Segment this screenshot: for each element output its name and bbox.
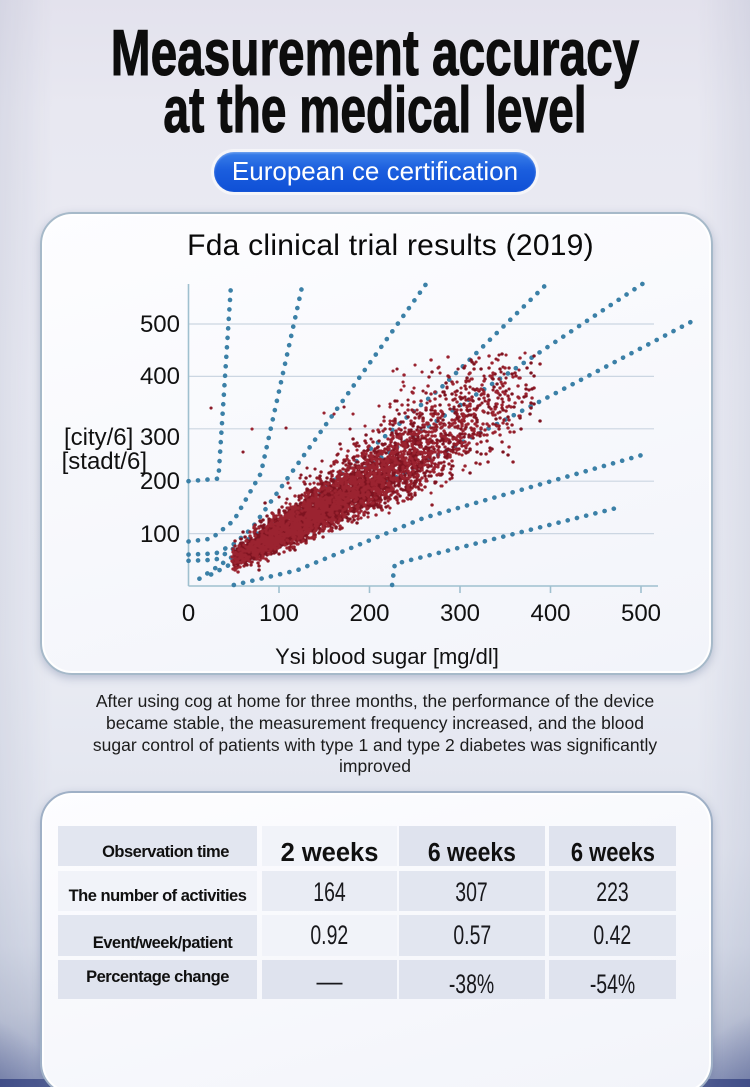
svg-text:400: 400	[140, 363, 180, 390]
svg-text:0: 0	[182, 600, 195, 627]
svg-text:400: 400	[530, 600, 570, 627]
svg-text:100: 100	[259, 600, 299, 627]
svg-text:100: 100	[140, 521, 180, 548]
svg-text:Ysi blood sugar [mg/dl]: Ysi blood sugar [mg/dl]	[275, 644, 499, 669]
svg-text:[stadt/6]: [stadt/6]	[62, 448, 147, 475]
svg-text:[city/6] 300: [city/6] 300	[64, 424, 180, 451]
svg-text:200: 200	[349, 600, 389, 627]
svg-text:500: 500	[140, 311, 180, 338]
svg-text:500: 500	[621, 600, 661, 627]
svg-text:200: 200	[140, 468, 180, 495]
svg-text:300: 300	[440, 600, 480, 627]
